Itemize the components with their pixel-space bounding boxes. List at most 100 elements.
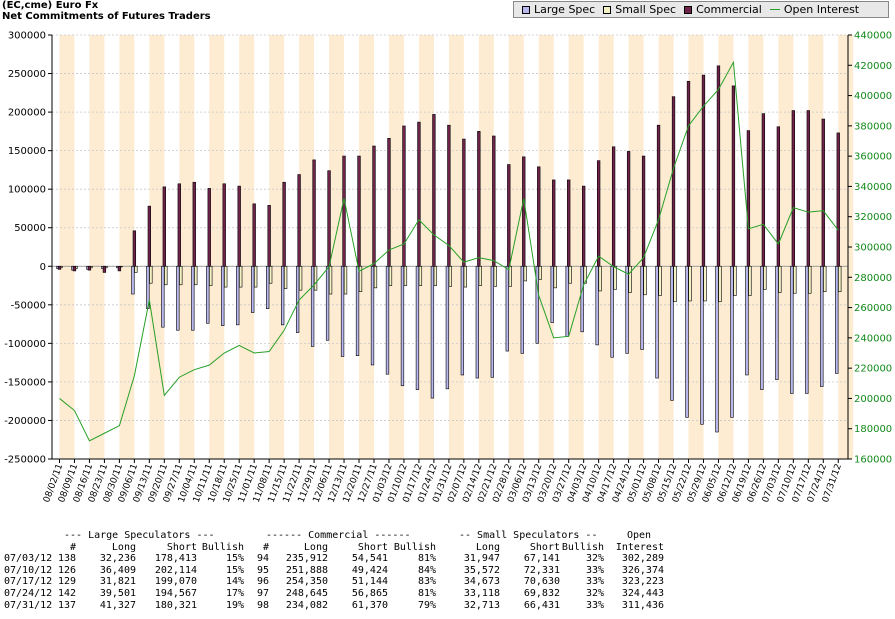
bar-commercial	[701, 74, 706, 267]
y-tick-label: -150000	[4, 377, 46, 388]
bar-commercial	[372, 145, 376, 267]
table-cell: 142	[57, 587, 76, 599]
bar-small-spec	[209, 265, 213, 286]
bar-small-spec	[673, 265, 677, 303]
bar-large-spec	[805, 265, 809, 394]
y-tick-label: 0	[40, 262, 46, 273]
bar-commercial	[716, 65, 721, 267]
legend-label: Open Interest	[783, 3, 860, 16]
bar-large-spec	[206, 265, 210, 324]
table-cell: 194,567	[154, 587, 197, 599]
table-cell: 251,888	[285, 564, 328, 576]
table-row: 07/10/12 126 36,409 202,114 15% 95 251,888 49,4…	[4, 565, 704, 577]
bar-small-spec	[179, 265, 183, 286]
bar-commercial	[267, 205, 271, 267]
bar-large-spec	[221, 265, 225, 326]
group-header: ------ Commercial ------	[266, 530, 411, 541]
y2-tick-label: 360000	[854, 152, 892, 163]
bar-small-spec	[313, 265, 318, 291]
column-header: Bullish	[201, 541, 244, 553]
table-cell: 138	[57, 553, 76, 565]
bar-commercial	[552, 179, 556, 267]
group-header: --- Large Speculators ---	[64, 530, 215, 541]
bar-commercial	[87, 265, 92, 271]
bar-small-spec	[268, 265, 273, 284]
bar-large-spec	[580, 265, 584, 333]
bar-large-spec	[430, 265, 435, 399]
bar-small-spec	[823, 265, 827, 293]
y2-tick-label: 420000	[854, 61, 892, 72]
table-cell: 33%	[585, 599, 604, 611]
table-cell: 07/03/12	[4, 553, 53, 565]
table-cell: 32%	[585, 553, 604, 565]
band-stripe	[89, 35, 105, 459]
table-cell: 126	[57, 564, 76, 576]
y2-tick-label: 200000	[854, 394, 892, 405]
band-stripe	[179, 35, 195, 459]
bar-small-spec	[538, 265, 542, 280]
y2-tick-label: 380000	[854, 121, 892, 132]
column-header: Short	[529, 541, 560, 553]
bar-small-spec	[598, 265, 602, 292]
table-cell: 81%	[417, 587, 436, 599]
table-cell: 56,865	[351, 587, 388, 599]
bar-commercial	[656, 124, 661, 267]
band-stripe	[329, 35, 345, 459]
y2-tick-label: 220000	[854, 364, 892, 375]
bar-small-spec	[149, 265, 153, 284]
table-cell: 31,821	[99, 576, 136, 588]
band-stripe	[718, 35, 734, 459]
y2-tick-label: 180000	[854, 424, 892, 435]
table-row: 07/24/12 142 39,501 194,567 17% 97 248,645 56,8…	[4, 588, 704, 600]
table-cell: 70,630	[523, 576, 560, 588]
table-cell: 15%	[225, 553, 244, 565]
table-cell: 19%	[225, 599, 244, 611]
table-cell: 94	[256, 553, 269, 565]
group-header: Open	[627, 530, 652, 541]
band-stripe	[508, 35, 524, 459]
table-cell: 199,070	[154, 576, 197, 588]
bar-commercial	[147, 205, 151, 267]
y-tick-label: 200000	[8, 108, 46, 119]
bar-commercial	[417, 121, 421, 267]
chart-title: (EC,cme) Euro Fx	[2, 0, 99, 11]
table-cell: 41,327	[99, 599, 136, 611]
legend-line-icon	[769, 9, 780, 10]
band-stripe	[119, 35, 135, 459]
bar-commercial	[836, 132, 840, 267]
y-tick-label: -100000	[4, 339, 46, 350]
bar-small-spec	[688, 265, 692, 302]
bar-commercial	[387, 138, 391, 267]
bar-small-spec	[373, 265, 378, 289]
bar-small-spec	[553, 265, 557, 289]
bar-small-spec	[763, 265, 767, 290]
bar-commercial	[596, 160, 601, 267]
table-cell: 36,409	[99, 564, 136, 576]
bar-commercial	[192, 181, 196, 267]
bar-commercial	[297, 174, 301, 267]
bar-large-spec	[310, 265, 315, 347]
table-cell: 54,541	[351, 553, 388, 565]
table-cell: 81%	[417, 553, 436, 565]
bar-large-spec	[266, 265, 270, 309]
table-cell: 31,947	[463, 553, 500, 565]
band-stripe	[418, 35, 434, 459]
bar-large-spec	[385, 265, 390, 375]
column-header: Long	[475, 541, 500, 553]
bar-large-spec	[520, 265, 524, 354]
group-header: -- Small Speculators --	[459, 530, 598, 541]
table-cell: 311,436	[621, 599, 664, 611]
bar-small-spec	[733, 265, 737, 296]
bar-small-spec	[658, 265, 662, 296]
table-row: 07/03/12 138 32,236 178,413 15% 94 235,912 54,5…	[4, 553, 704, 565]
legend-swatch-icon	[522, 5, 530, 14]
band-stripe	[299, 35, 315, 459]
bar-large-spec	[550, 265, 554, 323]
y2-tick-label: 340000	[854, 182, 892, 193]
bar-large-spec	[355, 265, 360, 356]
bar-large-spec	[445, 265, 450, 390]
legend-item-commercial: Commercial	[684, 3, 762, 16]
table-cell: 17%	[225, 587, 244, 599]
bar-small-spec	[403, 265, 408, 286]
bar-small-spec	[628, 265, 632, 293]
